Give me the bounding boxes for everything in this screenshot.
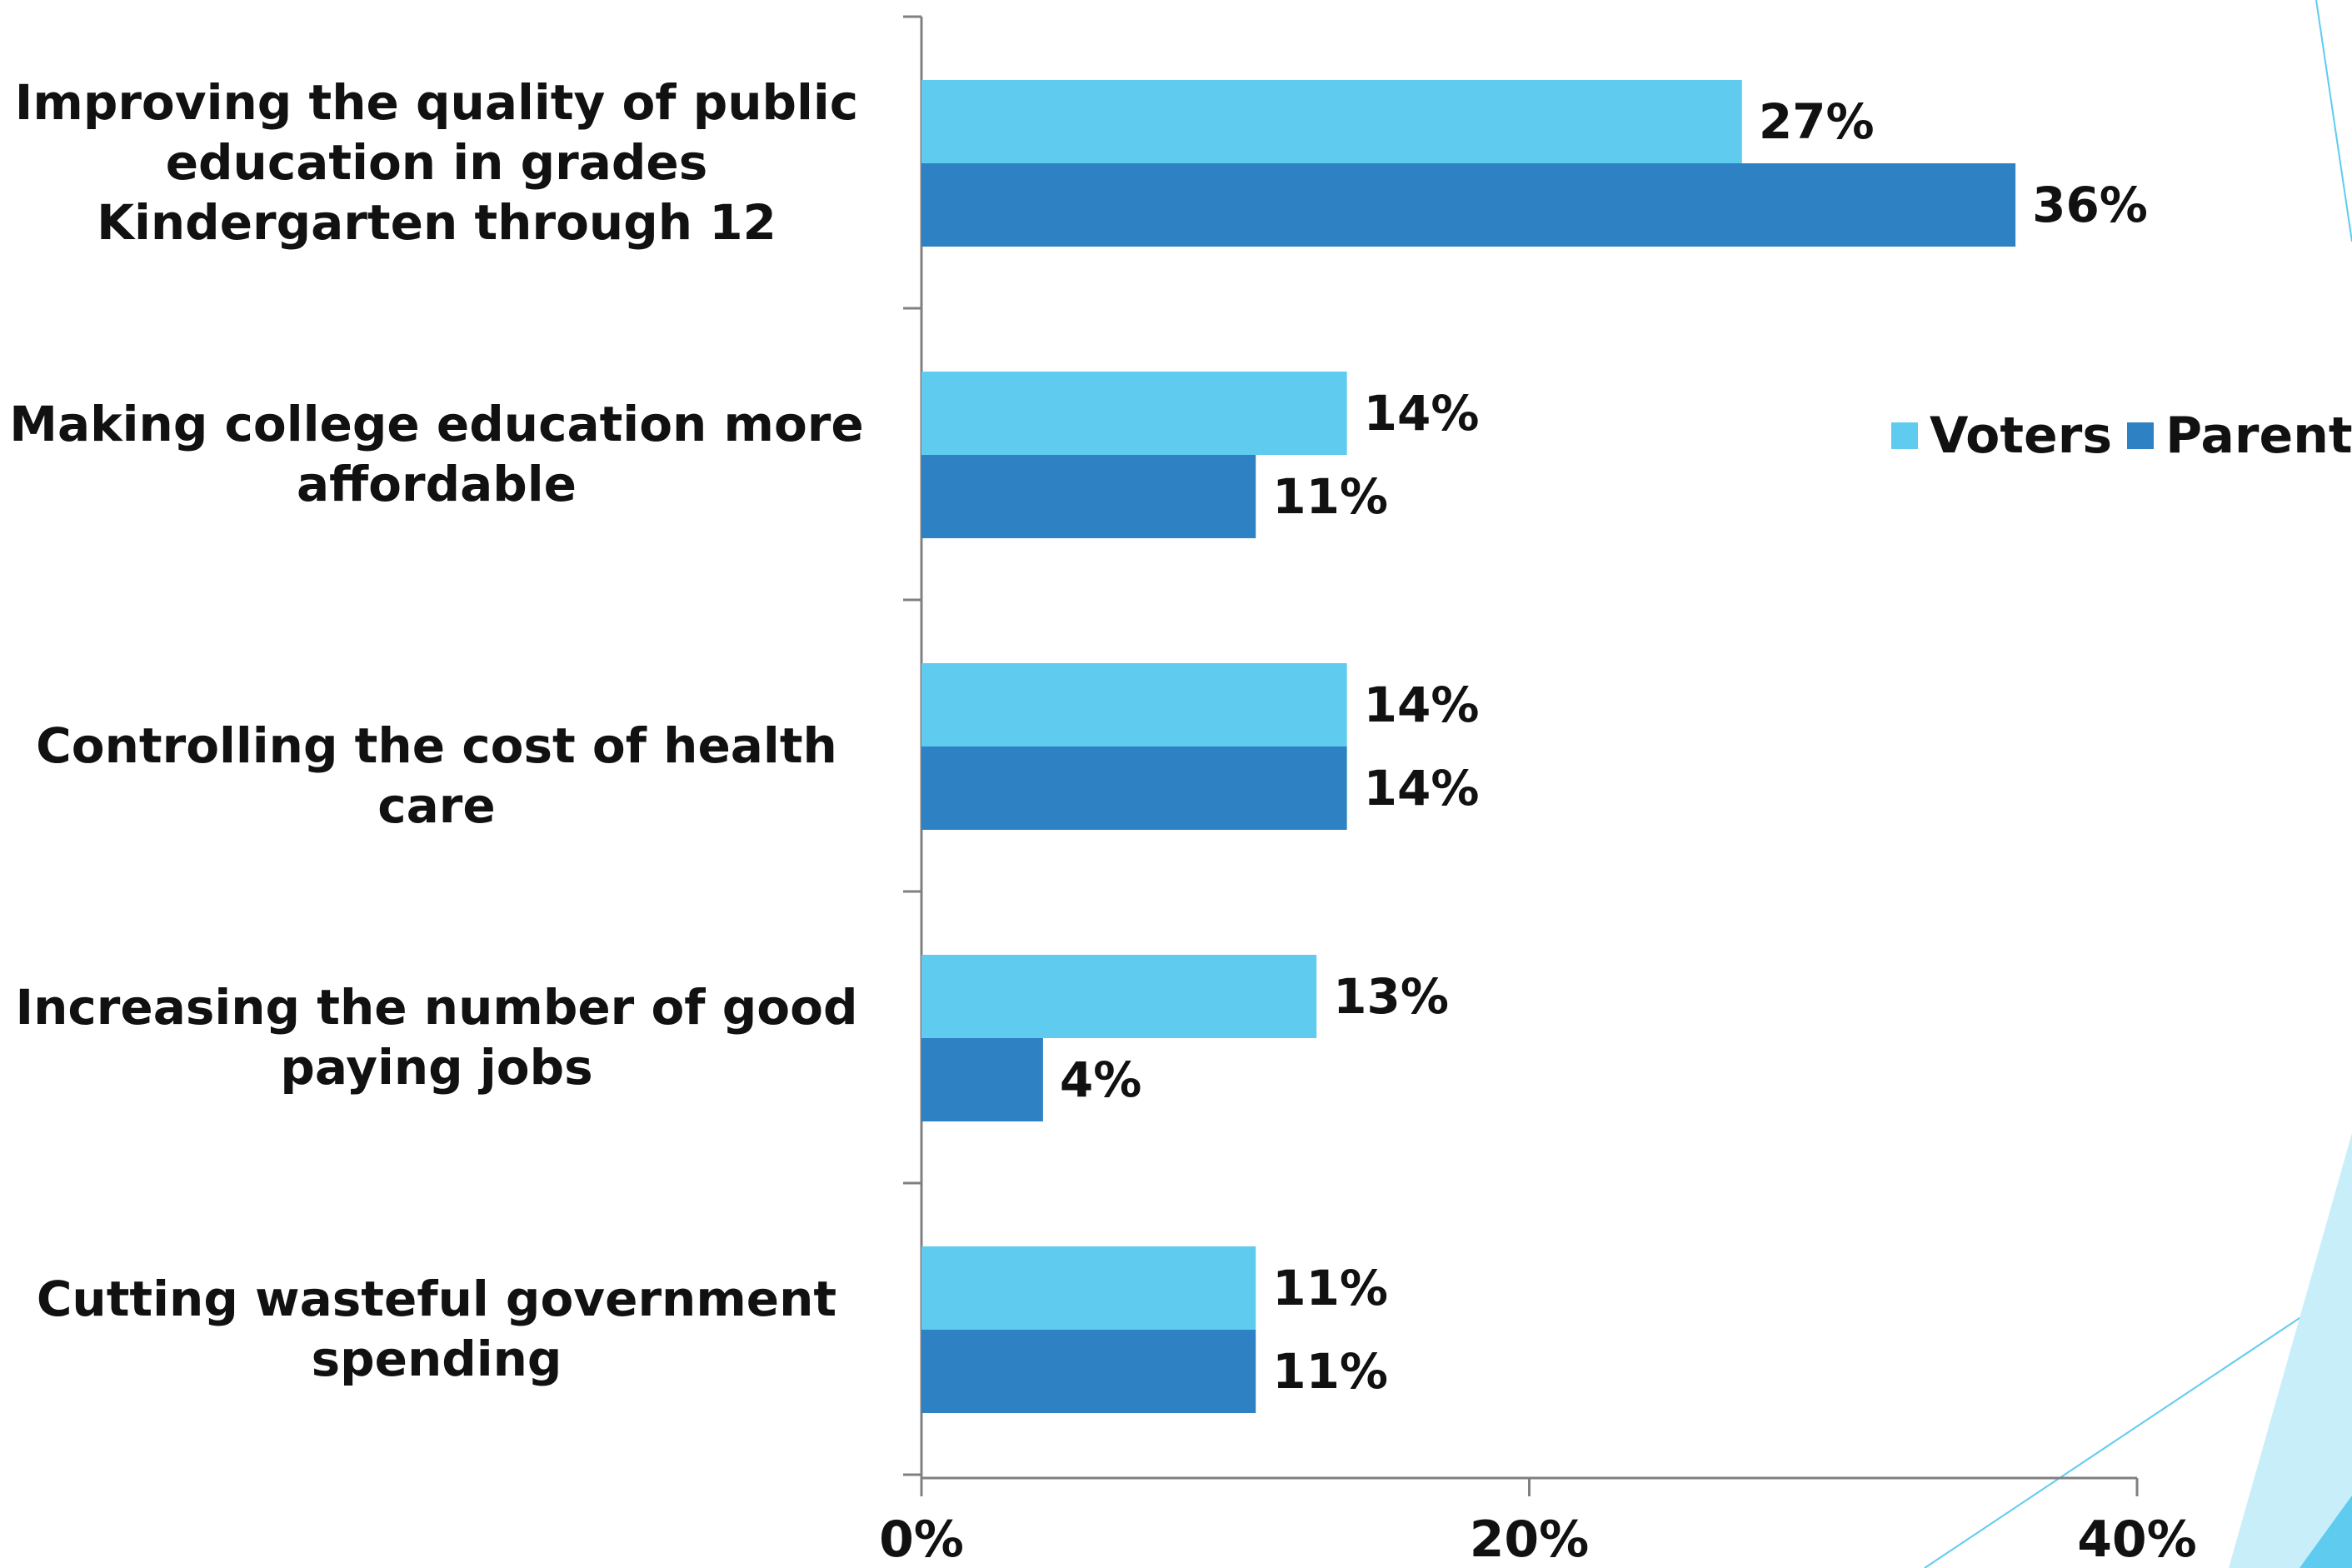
category-label: Making college education more affordable: [9, 396, 864, 512]
data-label-voters: 14%: [1364, 677, 1480, 733]
x-tick-label: 40%: [2077, 1511, 2197, 1568]
decorative-line-top: [2315, 0, 2352, 242]
data-label-voters: 13%: [1333, 968, 1449, 1025]
bar-voters: [921, 372, 1347, 455]
category-label: Increasing the number of good paying job…: [15, 979, 858, 1096]
legend-label-parents: Parents: [2165, 407, 2352, 465]
bar-parents: [921, 163, 2016, 247]
legend-item-voters: Voters: [1891, 407, 2112, 465]
data-label-voters: 27%: [1759, 93, 1875, 150]
bar-parents: [921, 747, 1347, 830]
category-label: Cutting wasteful government spending: [36, 1271, 837, 1387]
data-label-parents: 11%: [1272, 1343, 1388, 1400]
data-label-parents: 11%: [1272, 468, 1388, 525]
x-tick-label: 20%: [1470, 1511, 1590, 1568]
bar-voters: [921, 80, 1742, 163]
data-label-parents: 36%: [2032, 177, 2148, 233]
legend-item-parents: Parents: [2127, 407, 2352, 465]
bar-parents: [921, 1330, 1256, 1413]
x-tick-label: 0%: [879, 1511, 964, 1568]
data-label-parents: 14%: [1364, 760, 1480, 816]
bar-voters: [921, 663, 1347, 747]
legend: Voters Parents: [1891, 407, 2352, 465]
data-label-voters: 11%: [1272, 1260, 1388, 1316]
data-label-voters: 14%: [1364, 385, 1480, 442]
category-label: Improving the quality of public educatio…: [14, 74, 859, 251]
legend-swatch-voters: [1891, 422, 1918, 449]
legend-swatch-parents: [2127, 422, 2155, 449]
category-label: Controlling the cost of health care: [36, 717, 837, 834]
decorative-triangle-dark: [2300, 1496, 2352, 1568]
legend-label-voters: Voters: [1930, 407, 2113, 465]
decorative-line-bottom: [1924, 1282, 2352, 1568]
decorative-triangle-light: [2229, 1133, 2352, 1568]
bar-parents: [921, 455, 1256, 538]
bar-voters: [921, 955, 1317, 1038]
bar-voters: [921, 1246, 1256, 1330]
bar-parents: [921, 1038, 1043, 1121]
data-label-parents: 4%: [1060, 1051, 1141, 1108]
